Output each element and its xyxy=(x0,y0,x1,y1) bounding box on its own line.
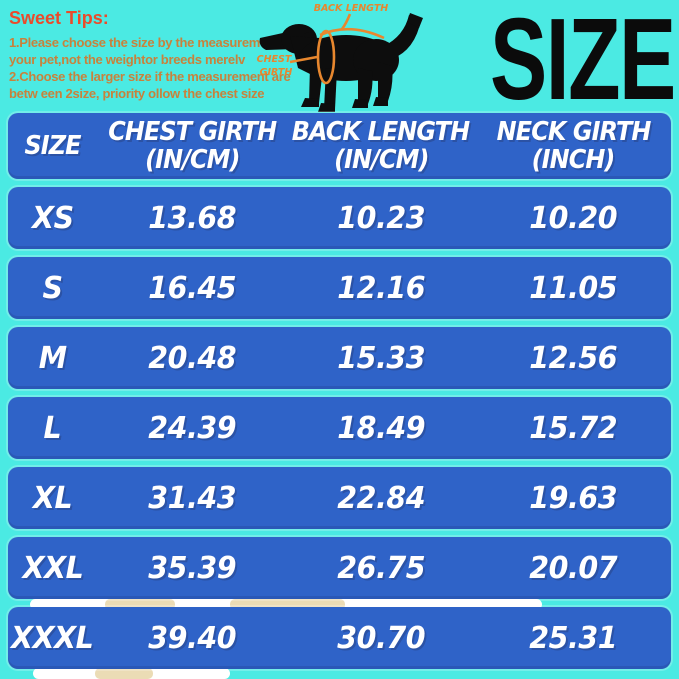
header-unit: (IN/CM) xyxy=(144,145,240,175)
table-row-xxxl: XXXL 39.40 30.70 25.31 xyxy=(8,607,671,669)
table-row-l: L 24.39 18.49 15.72 xyxy=(8,397,671,459)
tips-line: 1.Please choose the size by the measurem… xyxy=(9,35,294,50)
neck-girth-cell: 12.56 xyxy=(529,340,618,376)
table-row-s: S 16.45 12.16 11.05 xyxy=(8,257,671,319)
tips-line: 2.Choose the larger size if the measurem… xyxy=(9,69,291,84)
back-length-cell: 18.49 xyxy=(337,410,425,446)
header-unit: (INCH) xyxy=(531,145,616,175)
dog-diagram-svg: BACK LENGTH CHEST GIRTH xyxy=(257,3,423,112)
back-length-cell: 12.16 xyxy=(337,270,425,306)
header-unit: (IN/CM) xyxy=(333,145,429,175)
size-cell: L xyxy=(43,410,62,446)
neck-girth-cell: 15.72 xyxy=(529,410,618,446)
dog-measurement-diagram: BACK LENGTH CHEST GIRTH xyxy=(252,2,434,112)
chest-girth-cell: 39.40 xyxy=(148,620,236,656)
header-strip: Sweet Tips: 1.Please choose the size by … xyxy=(0,0,679,124)
size-cell: M xyxy=(38,340,67,376)
background-photo-fragment xyxy=(33,668,230,679)
header-label: CHEST GIRTH xyxy=(108,117,277,147)
table-header-row: SIZE CHEST GIRTH (IN/CM) BACK LENGTH (IN… xyxy=(8,113,671,179)
table-row-xs: XS 13.68 10.23 10.20 xyxy=(8,187,671,249)
measurement-annotations xyxy=(289,13,385,85)
chest-girth-cell: 16.45 xyxy=(148,270,236,306)
back-length-cell: 10.23 xyxy=(337,200,425,236)
tips-title: Sweet Tips: xyxy=(9,8,109,28)
chest-girth-label: CHEST xyxy=(257,54,293,65)
neck-girth-cell: 20.07 xyxy=(529,550,618,586)
tips-line: your pet,not the weightor breeds merelv xyxy=(9,52,246,67)
page-title: SIZE xyxy=(490,0,676,124)
sweet-tips-block: Sweet Tips: 1.Please choose the size by … xyxy=(9,8,294,102)
size-cell: XL xyxy=(33,480,73,516)
header-label: NECK GIRTH xyxy=(496,117,651,147)
table-row-m: M 20.48 15.33 12.56 xyxy=(8,327,671,389)
back-length-cell: 15.33 xyxy=(337,340,425,376)
back-length-cell: 30.70 xyxy=(337,620,425,656)
header-cell-back-length: BACK LENGTH (IN/CM) xyxy=(286,118,475,174)
header-cell-neck-girth: NECK GIRTH (INCH) xyxy=(475,118,671,174)
header-cell-size: SIZE xyxy=(8,132,98,160)
header-label: SIZE xyxy=(24,131,82,161)
background-photo-fragment xyxy=(230,599,345,610)
background-photo-fragment xyxy=(105,599,175,610)
back-length-cell: 22.84 xyxy=(337,480,425,516)
neck-girth-cell: 10.20 xyxy=(529,200,618,236)
chest-girth-cell: 20.48 xyxy=(148,340,236,376)
chest-girth-cell: 24.39 xyxy=(148,410,236,446)
chest-girth-cell: 13.68 xyxy=(148,200,236,236)
tips-line: betw een 2size, priority ollow the chest… xyxy=(9,86,265,101)
size-cell: XS xyxy=(31,200,74,236)
size-cell: XXXL xyxy=(11,620,95,656)
chest-girth-cell: 35.39 xyxy=(148,550,236,586)
table-row-xl: XL 31.43 22.84 19.63 xyxy=(8,467,671,529)
neck-girth-cell: 25.31 xyxy=(529,620,618,656)
size-cell: S xyxy=(42,270,64,306)
background-photo-fragment xyxy=(30,599,542,610)
back-length-label: BACK LENGTH xyxy=(314,3,389,14)
chest-girth-cell: 31.43 xyxy=(148,480,236,516)
background-photo-fragment xyxy=(95,668,153,679)
neck-girth-cell: 19.63 xyxy=(529,480,618,516)
size-table: SIZE CHEST GIRTH (IN/CM) BACK LENGTH (IN… xyxy=(8,113,671,669)
header-label: BACK LENGTH xyxy=(292,117,470,147)
neck-girth-cell: 11.05 xyxy=(529,270,618,306)
header-cell-chest-girth: CHEST GIRTH (IN/CM) xyxy=(98,118,287,174)
back-length-cell: 26.75 xyxy=(337,550,425,586)
size-cell: XXL xyxy=(22,550,84,586)
chest-girth-label: GIRTH xyxy=(260,67,293,78)
table-row-xxl: XXL 35.39 26.75 20.07 xyxy=(8,537,671,599)
